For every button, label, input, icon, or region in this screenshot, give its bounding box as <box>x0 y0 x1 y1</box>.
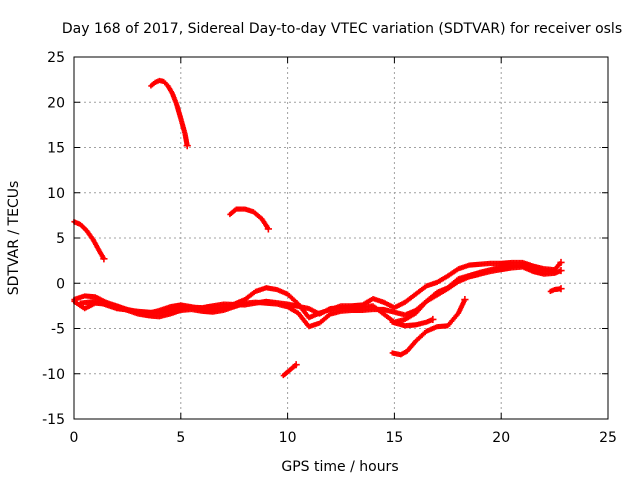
chart-title: Day 168 of 2017, Sidereal Day-to-day VTE… <box>62 21 622 37</box>
x-tick-label: 25 <box>599 430 617 446</box>
data-point <box>551 267 559 276</box>
data-point <box>461 295 469 304</box>
data-point <box>183 142 191 150</box>
series-arc-early <box>71 219 108 263</box>
y-tick-label: -15 <box>42 412 65 428</box>
series-arc-late-drop <box>389 295 469 358</box>
y-tick-label: 10 <box>47 186 65 202</box>
x-tick-label: 5 <box>176 430 185 446</box>
data-point <box>292 361 300 369</box>
y-tick-label: 20 <box>47 95 65 111</box>
y-tick-label: 0 <box>56 276 65 292</box>
x-tick-label: 20 <box>492 430 510 446</box>
x-tick-label: 10 <box>279 430 297 446</box>
x-tick-label: 0 <box>70 430 79 446</box>
data-point <box>429 315 437 324</box>
y-tick-label: -10 <box>42 367 65 383</box>
data-point <box>557 285 565 293</box>
series-arc-mid <box>227 206 272 233</box>
y-tick-label: 15 <box>47 141 65 157</box>
series-arc-main-lower <box>71 264 565 330</box>
x-axis-title: GPS time / hours <box>281 459 398 475</box>
grid-lines <box>74 57 608 419</box>
series-arc-end <box>547 285 565 294</box>
y-tick-label: 5 <box>56 231 65 247</box>
data-point <box>264 225 272 233</box>
series-arc-sub-lower <box>389 315 437 329</box>
series-arc-high <box>148 77 191 150</box>
data-point <box>557 266 565 275</box>
y-axis-title: SDTVAR / TECUs <box>6 181 22 296</box>
y-tick-label: -5 <box>51 322 65 338</box>
data-point <box>100 255 108 263</box>
y-tick-label: 25 <box>47 50 65 66</box>
axis-ticks: 0 5 10 15 20 25 -15 -10 -5 0 5 10 15 20 25 <box>42 50 617 446</box>
data-point <box>557 258 565 267</box>
series-arc-main-middle <box>77 262 559 325</box>
data-points <box>71 77 565 379</box>
series-arc-dip <box>280 361 300 379</box>
x-tick-label: 15 <box>385 430 403 446</box>
